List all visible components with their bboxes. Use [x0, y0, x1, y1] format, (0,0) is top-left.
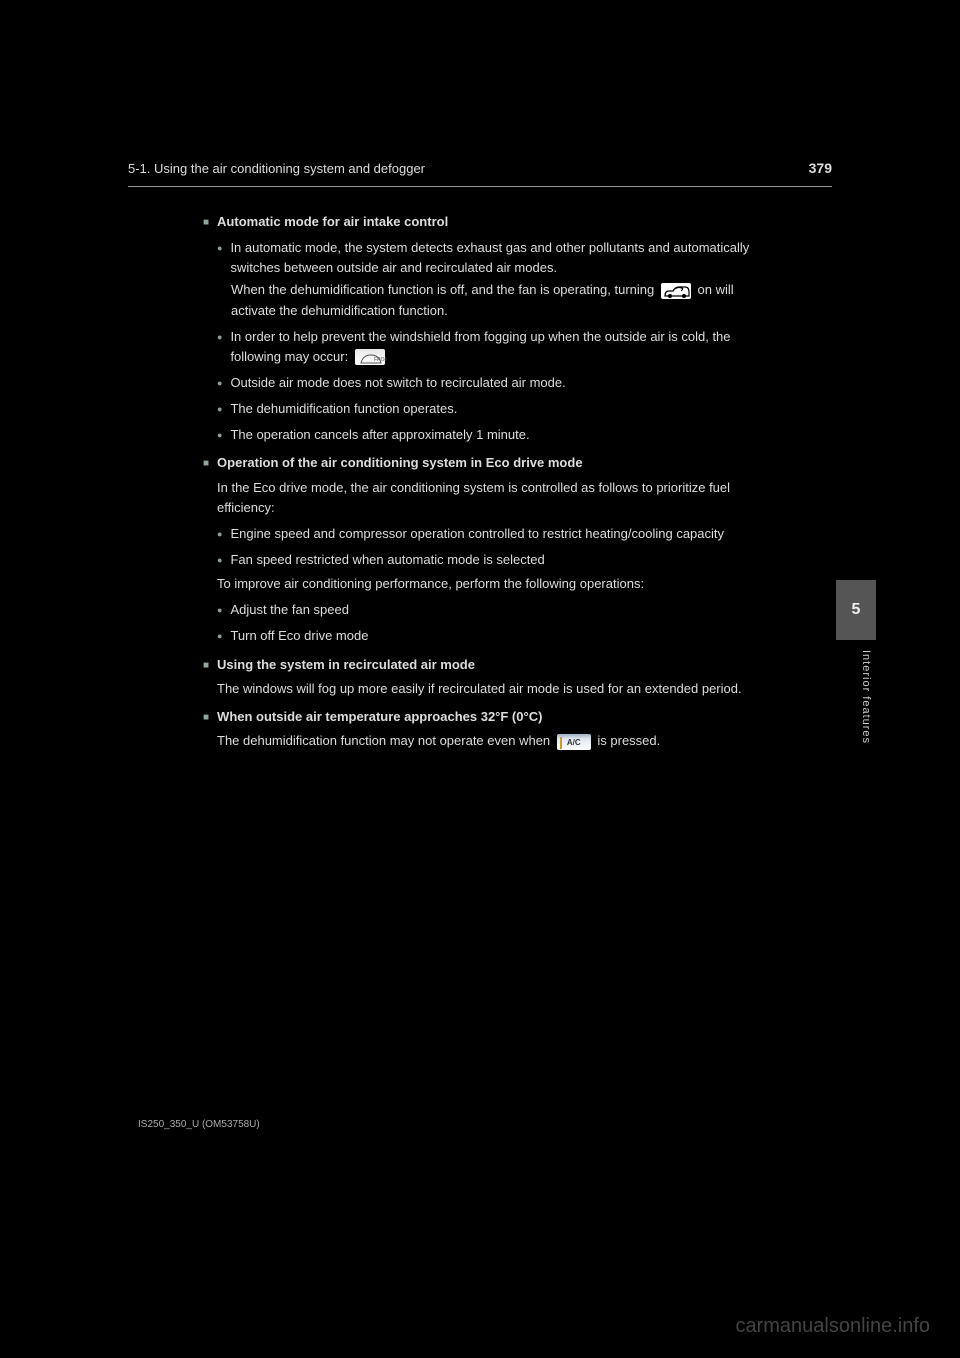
circle-bullet-icon: ●	[217, 403, 222, 419]
circle-bullet-icon: ●	[217, 630, 222, 646]
bullet-text: Fan speed restricted when automatic mode…	[230, 550, 544, 570]
section-para: The windows will fog up more easily if r…	[203, 679, 772, 699]
square-bullet-icon: ■	[203, 456, 209, 473]
page-number: 379	[809, 160, 832, 176]
section-heading: ■ Using the system in recirculated air m…	[203, 655, 772, 675]
chapter-label: Interior features	[852, 650, 872, 744]
bullet-text: Adjust the fan speed	[230, 600, 349, 620]
bullet-text: The dehumidification function operates.	[230, 399, 457, 419]
section-para: To improve air conditioning performance,…	[203, 574, 772, 594]
bullet-text: Turn off Eco drive mode	[230, 626, 368, 646]
section-para: The dehumidification function may not op…	[203, 731, 772, 751]
bullet-item: ● Adjust the fan speed	[203, 600, 772, 620]
bullet-text: Outside air mode does not switch to reci…	[230, 373, 565, 393]
circle-bullet-icon: ●	[217, 604, 222, 620]
svg-text:FRONT: FRONT	[374, 357, 387, 363]
circle-bullet-icon: ●	[217, 242, 222, 278]
section-title-text: Automatic mode for air intake control	[217, 212, 448, 232]
bullet-text: The operation cancels after approximatel…	[230, 425, 529, 445]
chapter-number: 5	[852, 601, 861, 619]
watermark: carmanualsonline.info	[735, 1315, 930, 1338]
para-text-part1: The dehumidification function may not op…	[217, 733, 554, 748]
bullet-item: ● Fan speed restricted when automatic mo…	[203, 550, 772, 570]
section-title: 5-1. Using the air conditioning system a…	[128, 161, 425, 176]
bullet-text: In automatic mode, the system detects ex…	[230, 238, 772, 278]
section-heading: ■ Automatic mode for air intake control	[203, 212, 772, 232]
bullet-item: ● The dehumidification function operates…	[203, 399, 772, 419]
bullet-item: ● In order to help prevent the windshiel…	[203, 327, 772, 367]
section-title-text: Operation of the air conditioning system…	[217, 453, 583, 473]
bullet-item: ● Turn off Eco drive mode	[203, 626, 772, 646]
chapter-tab: 5	[836, 580, 876, 640]
recirculation-icon	[660, 282, 692, 300]
section-heading: ■ Operation of the air conditioning syst…	[203, 453, 772, 473]
square-bullet-icon: ■	[203, 658, 209, 675]
sub-text-part1: When the dehumidification function is of…	[231, 282, 658, 297]
bullet-item: ● In automatic mode, the system detects …	[203, 238, 772, 278]
circle-bullet-icon: ●	[217, 429, 222, 445]
circle-bullet-icon: ●	[217, 554, 222, 570]
section-para: In the Eco drive mode, the air condition…	[203, 478, 772, 518]
para-text-part2: is pressed.	[597, 733, 660, 748]
square-bullet-icon: ■	[203, 710, 209, 727]
bullet-item: ● The operation cancels after approximat…	[203, 425, 772, 445]
doc-id: IS250_350_U (OM53758U)	[138, 1119, 260, 1130]
bullet-item: ● Engine speed and compressor operation …	[203, 524, 772, 544]
circle-bullet-icon: ●	[217, 331, 222, 367]
section-title-text: Using the system in recirculated air mod…	[217, 655, 475, 675]
square-bullet-icon: ■	[203, 215, 209, 232]
bullet-text: Engine speed and compressor operation co…	[230, 524, 724, 544]
circle-bullet-icon: ●	[217, 528, 222, 544]
circle-bullet-icon: ●	[217, 377, 222, 393]
bullet-text: In order to help prevent the windshield …	[230, 327, 772, 367]
bullet-item: ● Outside air mode does not switch to re…	[203, 373, 772, 393]
page-content: ■ Automatic mode for air intake control …	[128, 212, 832, 751]
section-title-text: When outside air temperature approaches …	[217, 707, 542, 727]
ac-button-icon: A/C	[556, 733, 592, 751]
manual-page: 5-1. Using the air conditioning system a…	[128, 160, 832, 1140]
section-heading: ■ When outside air temperature approache…	[203, 707, 772, 727]
front-defog-icon: FRONT	[354, 348, 386, 366]
bullet-subtext: When the dehumidification function is of…	[203, 280, 772, 320]
page-header: 5-1. Using the air conditioning system a…	[128, 160, 832, 187]
